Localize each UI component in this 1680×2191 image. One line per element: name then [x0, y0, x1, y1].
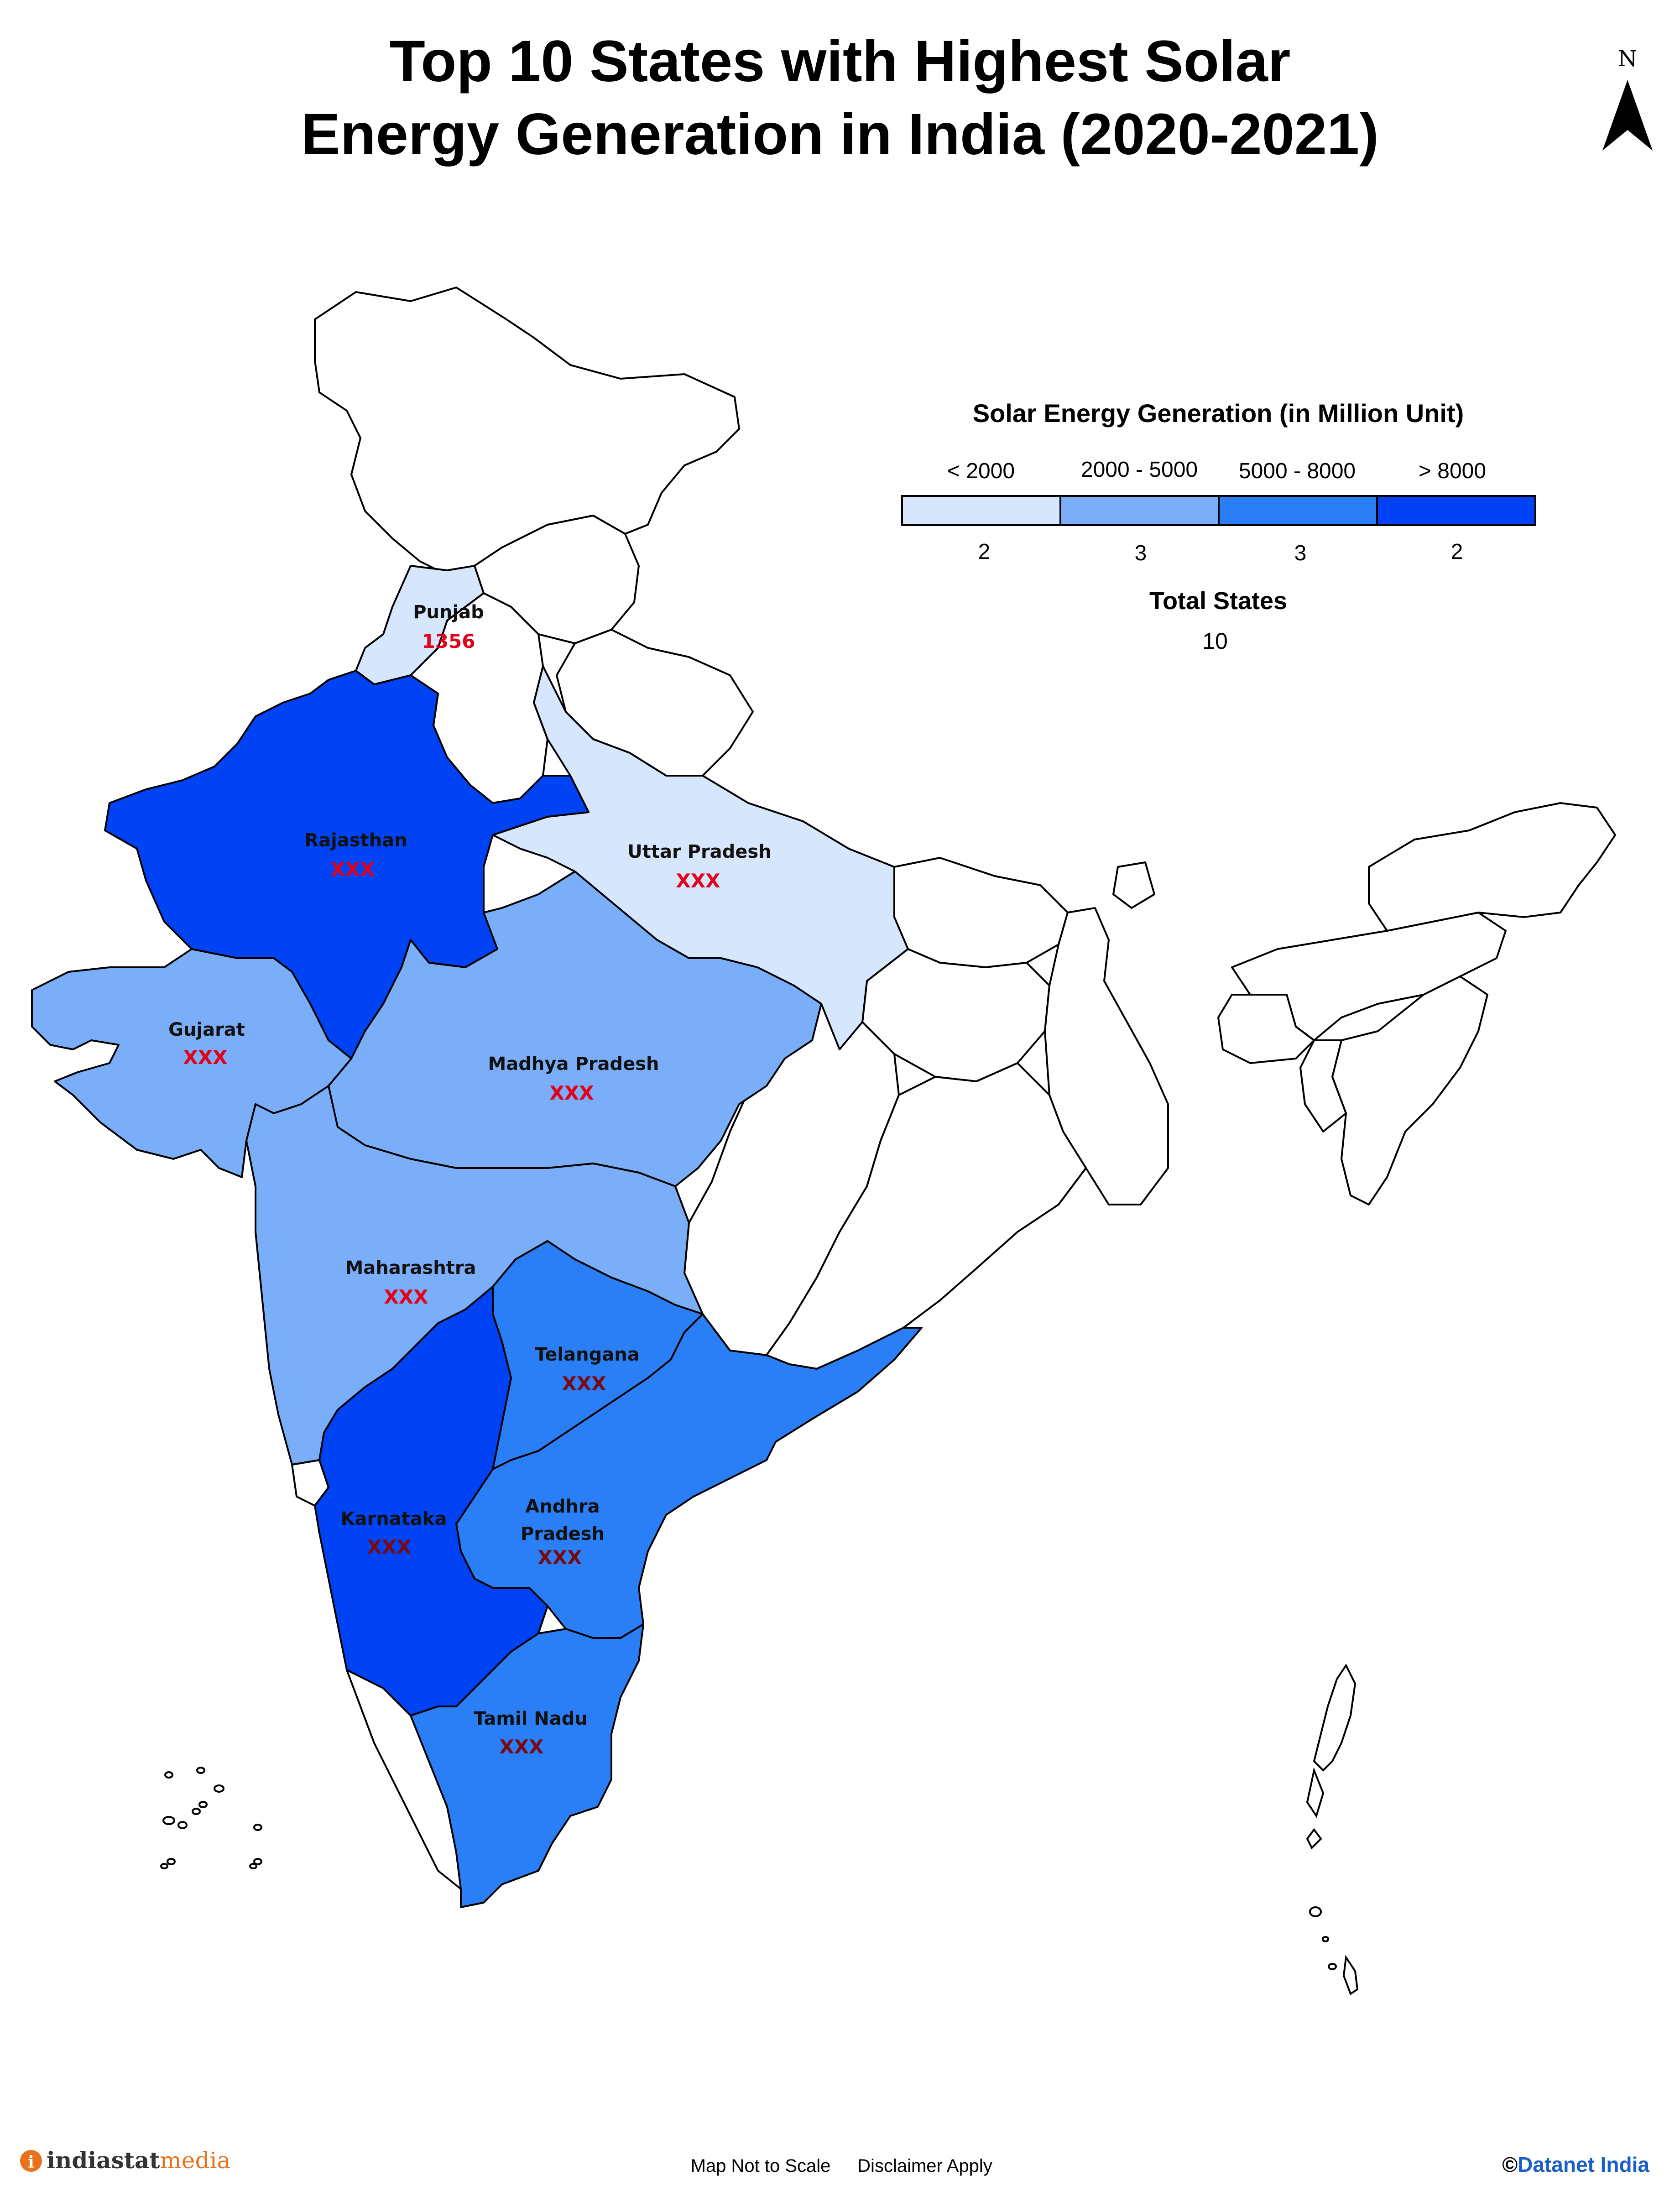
legend-title: Solar Energy Generation (in Million Unit… — [973, 399, 1464, 428]
islands — [160, 1664, 1359, 1996]
value-karnataka: XXX — [367, 1536, 411, 1558]
state-labels: Punjab 1356 Rajasthan XXX Uttar Pradesh … — [168, 602, 772, 1758]
legend: Solar Energy Generation (in Million Unit… — [901, 399, 1536, 654]
label-madhya-pradesh: Madhya Pradesh — [488, 1054, 659, 1075]
map-not-to-scale-note: Map Not to Scale — [691, 2156, 831, 2176]
label-andhra-pradesh-line1: Andhra — [525, 1496, 600, 1517]
value-maharashtra: XXX — [384, 1286, 428, 1308]
legend-total-label: Total States — [1149, 587, 1287, 615]
svg-text:i: i — [28, 2153, 34, 2172]
legend-swatch-2 — [1059, 495, 1220, 526]
label-gujarat: Gujarat — [168, 1019, 245, 1040]
value-punjab: 1356 — [422, 630, 475, 652]
title-line-1: Top 10 States with Highest Solar — [390, 29, 1291, 94]
copyright-owner: Datanet India — [1518, 2153, 1649, 2176]
brand-main: indiastatmedia — [47, 2147, 230, 2174]
label-maharashtra: Maharashtra — [345, 1257, 476, 1278]
legend-swatch-4 — [1376, 495, 1536, 526]
state-shape-gujarat — [31, 948, 352, 1178]
label-uttar-pradesh: Uttar Pradesh — [627, 841, 771, 862]
legend-class-count-2: 3 — [1135, 541, 1147, 565]
label-karnataka: Karnataka — [341, 1508, 447, 1529]
state-shape-karnataka — [314, 1286, 548, 1716]
value-gujarat: XXX — [183, 1046, 227, 1069]
north-arrow-label: N — [1618, 46, 1637, 72]
legend-swatch-3 — [1218, 495, 1378, 526]
info-icon — [20, 2150, 42, 2172]
label-andhra-pradesh-line2: Pradesh — [521, 1523, 605, 1544]
label-telangana: Telangana — [535, 1344, 639, 1365]
label-punjab: Punjab — [413, 602, 484, 623]
copyright: ©Datanet India — [1502, 2153, 1649, 2176]
state-shape-madhya-pradesh — [328, 871, 822, 1187]
footer: i indiastatmedia Map Not to Scale Discla… — [20, 2147, 1649, 2176]
legend-class-count-1: 2 — [978, 540, 991, 564]
title-line-2: Energy Generation in India (2020-2021) — [301, 102, 1379, 167]
legend-class-label-3: 5000 - 8000 — [1239, 459, 1356, 483]
legend-class-label-1: < 2000 — [947, 459, 1015, 483]
value-madhya-pradesh: XXX — [549, 1082, 594, 1104]
legend-swatch-1 — [901, 495, 1061, 526]
value-tamil-nadu: XXX — [499, 1736, 543, 1758]
legend-class-label-2: 2000 - 5000 — [1081, 458, 1198, 482]
legend-class-count-3: 3 — [1294, 541, 1307, 565]
label-tamil-nadu: Tamil Nadu — [474, 1708, 588, 1729]
legend-class-count-4: 2 — [1451, 540, 1463, 564]
value-uttar-pradesh: XXX — [676, 870, 720, 892]
legend-class-label-4: > 8000 — [1419, 459, 1486, 483]
top-states — [31, 565, 923, 1908]
indiastat-logo: i indiastatmedia — [20, 2147, 230, 2174]
brand-sub: media — [160, 2147, 230, 2174]
disclaimer-note: Disclaimer Apply — [857, 2156, 992, 2176]
state-shape-tamil-nadu — [410, 1623, 644, 1908]
label-rajasthan: Rajasthan — [304, 830, 407, 851]
value-telangana: XXX — [562, 1372, 606, 1395]
value-rajasthan: XXX — [330, 858, 375, 881]
other-regions — [291, 287, 1616, 1890]
value-andhra-pradesh: XXX — [537, 1546, 582, 1569]
north-arrow-icon: N — [1602, 46, 1653, 151]
legend-total-value: 10 — [1202, 628, 1228, 654]
